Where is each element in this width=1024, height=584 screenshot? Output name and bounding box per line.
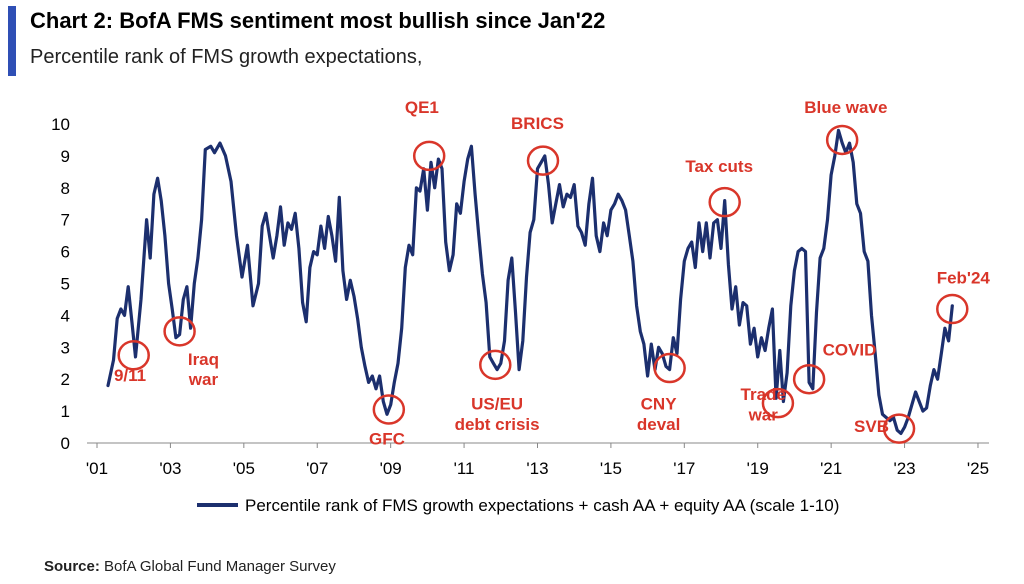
x-tick-label: '23: [893, 459, 915, 478]
x-tick-label: '21: [820, 459, 842, 478]
annotation-circle: [117, 340, 150, 371]
y-tick-label: 6: [61, 243, 70, 262]
annotation-label: Iraq war: [188, 350, 219, 389]
annotation-label: Blue wave: [804, 98, 887, 117]
x-tick-label: '05: [233, 459, 255, 478]
x-tick-label: '15: [600, 459, 622, 478]
annotation-label: QE1: [405, 98, 439, 117]
annotation-label: Feb'24: [937, 269, 991, 288]
y-tick-label: 0: [61, 434, 70, 453]
annotation-circle: [882, 413, 916, 444]
x-axis-ticks: '01 '03 '05 '07 '09 '11 '13 '15 '17 '19 '21 '23 '25: [86, 443, 989, 478]
annotation-circle: [936, 293, 969, 325]
annotation-label: 9/11: [114, 366, 146, 385]
annotation-label: GFC: [369, 430, 405, 449]
annotation-label: BRICS: [511, 114, 564, 133]
annotation-label: Tax cuts: [685, 157, 753, 176]
annotation-circle: [412, 140, 446, 172]
annotations: 9/11 Iraq war GFC QE1 US/EU debt crisis BRICS CN…: [114, 98, 990, 449]
y-tick-label: 1: [61, 402, 70, 421]
x-tick-label: '09: [380, 459, 402, 478]
x-tick-label: '19: [747, 459, 769, 478]
annotation-circle: [163, 316, 196, 347]
chart-title: Chart 2: BofA FMS sentiment most bullish…: [30, 8, 606, 33]
x-tick-label: '07: [306, 459, 328, 478]
legend-label: Percentile rank of FMS growth expectatio…: [245, 496, 839, 515]
source-note: Source: BofA Global Fund Manager Survey: [44, 558, 336, 575]
title-accent-bar: [8, 6, 16, 76]
source-text: BofA Global Fund Manager Survey: [104, 558, 336, 575]
series-line: [106, 128, 954, 435]
x-tick-label: '11: [454, 459, 475, 478]
legend: Percentile rank of FMS growth expectatio…: [197, 496, 839, 515]
x-tick-label: '25: [967, 459, 989, 478]
annotation-circle: [479, 349, 512, 381]
annotation-circle: [792, 363, 826, 395]
annotation-circle: [761, 387, 795, 419]
source-label: Source:: [44, 558, 100, 575]
annotation-label: Trade war: [741, 385, 786, 424]
x-tick-label: '17: [673, 459, 695, 478]
x-tick-label: '01: [86, 459, 108, 478]
x-tick-label: '03: [159, 459, 181, 478]
annotation-circle: [372, 394, 406, 425]
chart-subtitle: Percentile rank of FMS growth expectatio…: [30, 46, 423, 68]
annotation-circle: [653, 352, 686, 384]
annotation-circle: [526, 145, 560, 176]
y-tick-label: 5: [61, 275, 70, 294]
annotation-circle: [825, 124, 859, 156]
y-tick-label: 7: [61, 211, 70, 230]
y-tick-label: 2: [61, 370, 70, 389]
y-tick-label: 10: [51, 115, 70, 134]
annotation-circle: [708, 186, 741, 218]
y-tick-label: 8: [61, 179, 70, 198]
annotation-label: COVID: [823, 340, 877, 359]
y-tick-label: 3: [61, 338, 70, 357]
y-tick-label: 9: [61, 147, 70, 166]
annotation-label: US/EU debt crisis: [455, 395, 540, 434]
y-tick-label: 4: [61, 306, 70, 325]
y-axis-ticks: 0 1 2 3 4 5 6 7 8 9 10: [51, 115, 70, 453]
annotation-label: SVB: [854, 417, 889, 436]
x-tick-label: '13: [526, 459, 548, 478]
annotation-label: CNY deval: [637, 395, 680, 434]
